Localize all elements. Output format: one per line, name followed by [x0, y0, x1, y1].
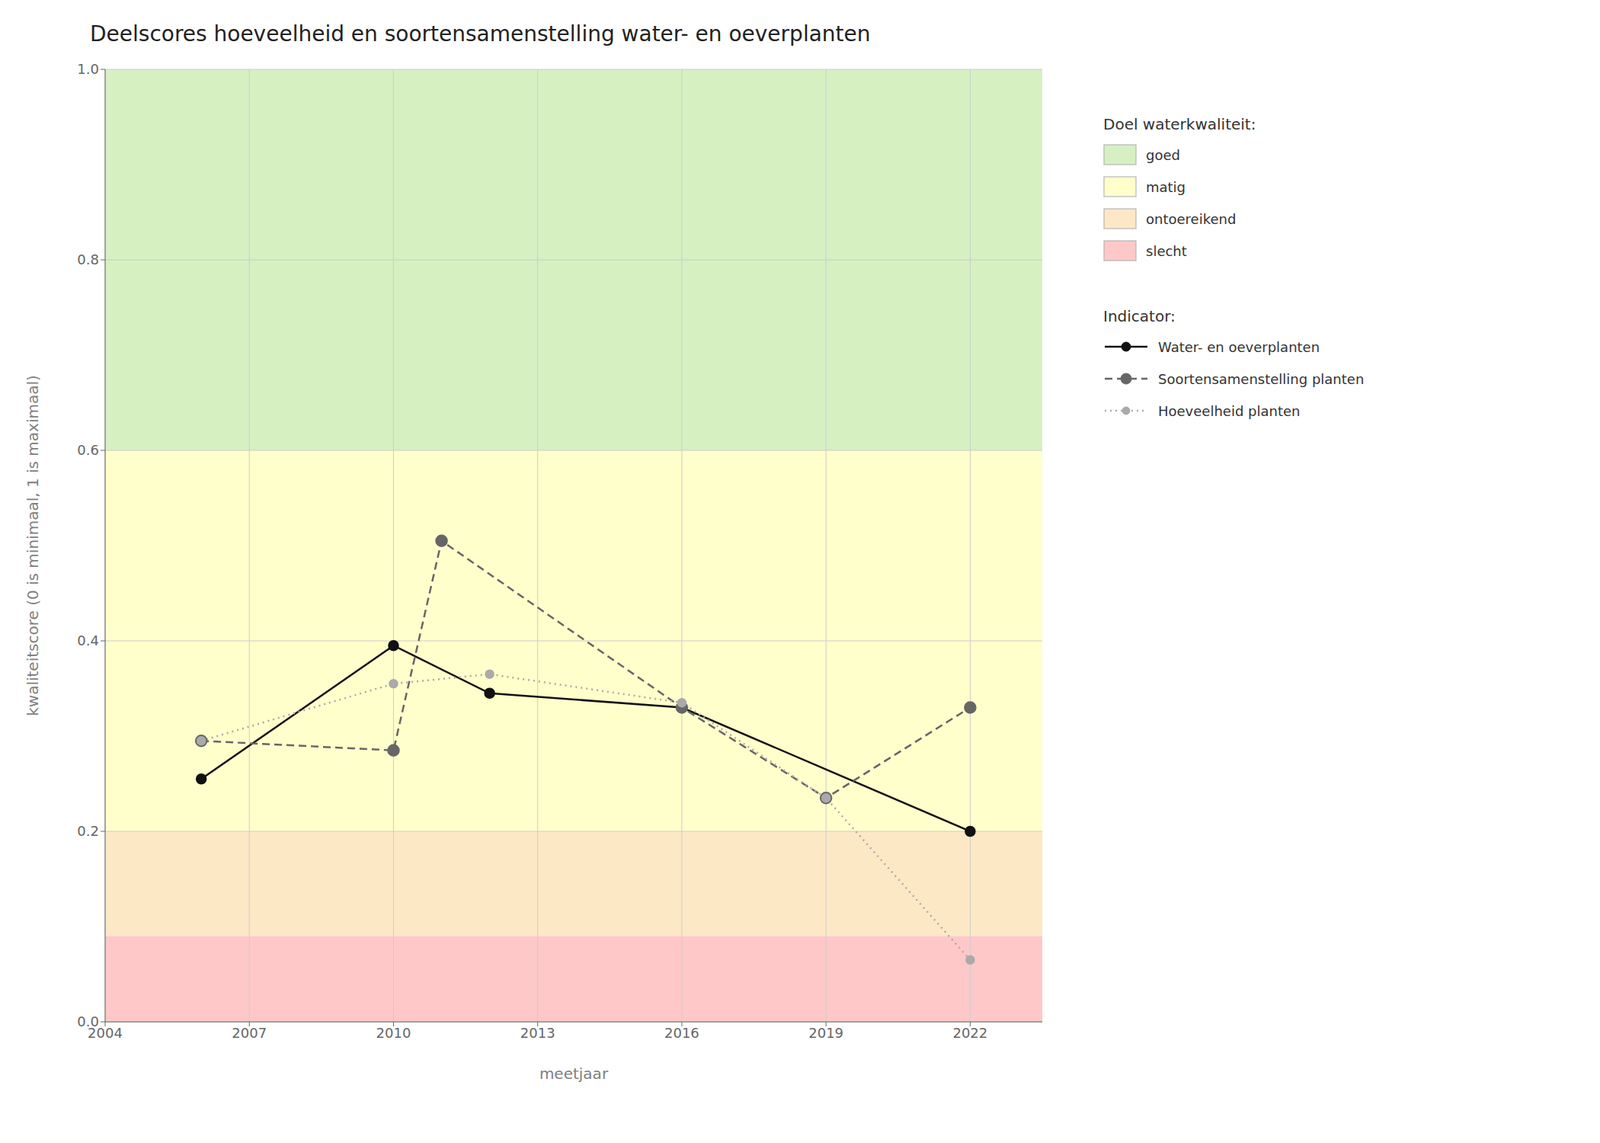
html-text:Doel waterkwaliteit:: Doel waterkwaliteit:: [1103, 115, 1256, 134]
svg-text:2013: 2013: [520, 1024, 556, 1041]
svg-text:2010: 2010: [376, 1024, 412, 1041]
svg-text:0.6: 0.6: [76, 441, 100, 458]
html-text:goed: goed: [1145, 146, 1181, 163]
svg-text:meetjaar: meetjaar: [539, 1064, 609, 1083]
html-text:ontoereikend: ontoereikend: [1145, 210, 1237, 227]
svg-text:0.2: 0.2: [76, 822, 100, 839]
svg-text:1.0: 1.0: [76, 60, 100, 77]
html-text:Hoeveelheid planten: Hoeveelheid planten: [1158, 402, 1301, 419]
svg-text:kwaliteitscore (0 is minimaal,: kwaliteitscore (0 is minimaal, 1 is maxi…: [23, 374, 42, 717]
svg-text:2004: 2004: [87, 1024, 123, 1041]
svg-text:2016: 2016: [664, 1024, 700, 1041]
html-text:Water- en oeverplanten: Water- en oeverplanten: [1158, 338, 1320, 355]
html-text:Soortensamenstelling planten: Soortensamenstelling planten: [1158, 370, 1365, 387]
svg-text:2019: 2019: [808, 1024, 844, 1041]
svg-text:0.8: 0.8: [76, 251, 100, 268]
svg-text:0.4: 0.4: [76, 632, 100, 649]
html-text:matig: matig: [1145, 178, 1186, 195]
html-text:Indicator:: Indicator:: [1103, 307, 1176, 326]
html-text:Deelscores hoeveelheid en soor: Deelscores hoeveelheid en soortensamenst…: [89, 21, 871, 47]
svg-text:2007: 2007: [231, 1024, 267, 1041]
svg-text:0.0: 0.0: [76, 1013, 100, 1030]
svg-text:2022: 2022: [952, 1024, 988, 1041]
html-text:slecht: slecht: [1145, 242, 1187, 259]
